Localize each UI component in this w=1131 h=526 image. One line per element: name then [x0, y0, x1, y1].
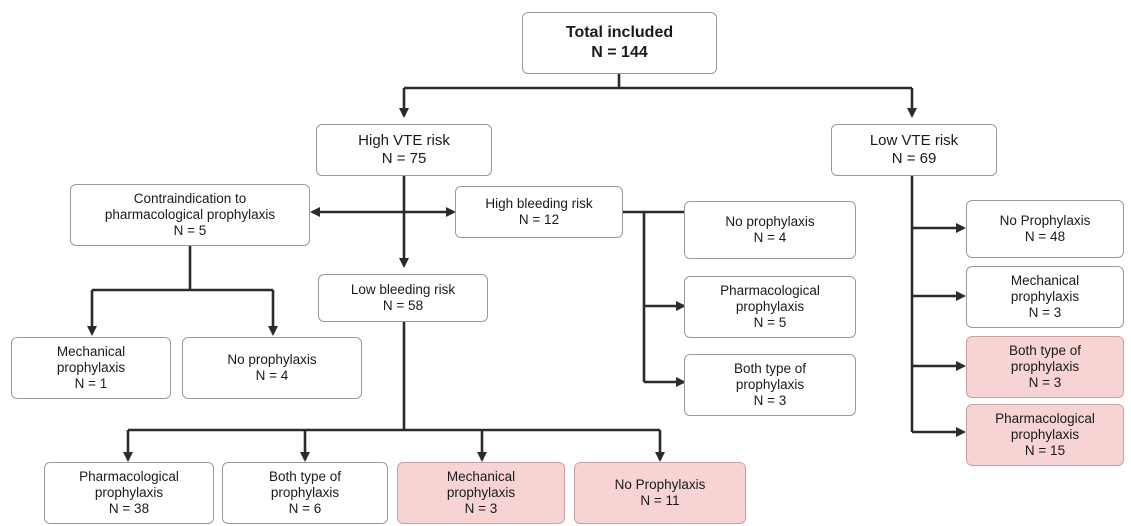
node-count: N = 12 — [518, 212, 560, 227]
node-label: Mechanical prophylaxis — [1010, 273, 1080, 304]
node-label: Mechanical prophylaxis — [56, 344, 126, 375]
node-hb-both-types: Both type of prophylaxis N = 3 — [684, 354, 856, 416]
node-lv-no-prophylaxis: No Prophylaxis N = 48 — [966, 200, 1124, 258]
node-low-vte-risk: Low VTE risk N = 69 — [831, 124, 997, 176]
node-label: Pharmacological prophylaxis — [995, 411, 1095, 442]
node-label: Both type of prophylaxis — [1008, 343, 1082, 374]
node-lb-pharmacological: Pharmacological prophylaxis N = 38 — [44, 462, 214, 524]
node-contraindication: Contraindication to pharmacological prop… — [70, 184, 310, 246]
node-high-vte-risk: High VTE risk N = 75 — [316, 124, 492, 176]
connector-lb-split — [128, 322, 660, 432]
node-hb-no-prophylaxis: No prophylaxis N = 4 — [684, 201, 856, 259]
node-lb-no-prophylaxis: No Prophylaxis N = 11 — [574, 462, 746, 524]
node-lb-both-types: Both type of prophylaxis N = 6 — [222, 462, 388, 524]
node-count: N = 4 — [753, 230, 787, 245]
node-label: Total included — [565, 24, 674, 41]
node-count: N = 3 — [1028, 305, 1062, 320]
node-label: Low VTE risk — [869, 132, 959, 149]
node-count: N = 58 — [382, 298, 424, 313]
node-contra-no-prophylaxis: No prophylaxis N = 4 — [182, 337, 362, 399]
node-label: No prophylaxis — [725, 214, 815, 229]
node-count: N = 3 — [753, 393, 787, 408]
node-count: N = 5 — [173, 223, 207, 238]
node-count: N = 69 — [891, 150, 937, 167]
node-label: Both type of prophylaxis — [733, 361, 807, 392]
node-count: N = 15 — [1024, 443, 1066, 458]
node-count: N = 1 — [74, 376, 108, 391]
node-count: N = 38 — [108, 501, 150, 516]
connector-total-split — [404, 74, 912, 90]
node-label: Both type of prophylaxis — [268, 469, 342, 500]
node-label: Low bleeding risk — [350, 282, 456, 297]
node-label: Contraindication to pharmacological prop… — [104, 191, 276, 222]
node-count: N = 3 — [1028, 375, 1062, 390]
node-lv-pharmacological: Pharmacological prophylaxis N = 15 — [966, 404, 1124, 466]
node-low-bleeding-risk: Low bleeding risk N = 58 — [318, 274, 488, 322]
node-label: High VTE risk — [358, 132, 450, 149]
node-total-included: Total included N = 144 — [522, 12, 717, 74]
node-lb-mechanical: Mechanical prophylaxis N = 3 — [397, 462, 565, 524]
node-label: No prophylaxis — [227, 352, 317, 367]
node-label: Pharmacological prophylaxis — [79, 469, 179, 500]
node-contra-mechanical: Mechanical prophylaxis N = 1 — [11, 337, 171, 399]
node-count: N = 75 — [381, 150, 427, 167]
node-count: N = 3 — [464, 501, 498, 516]
node-hb-pharmacological: Pharmacological prophylaxis N = 5 — [684, 276, 856, 338]
node-label: No Prophylaxis — [999, 213, 1091, 228]
node-label: No Prophylaxis — [614, 477, 706, 492]
node-count: N = 11 — [640, 493, 680, 508]
connector-hb-main — [622, 210, 684, 382]
node-count: N = 144 — [591, 44, 648, 61]
node-lv-mechanical: Mechanical prophylaxis N = 3 — [966, 266, 1124, 328]
node-count: N = 5 — [753, 315, 787, 330]
node-label: High bleeding risk — [485, 196, 593, 211]
node-high-bleeding-risk: High bleeding risk N = 12 — [455, 186, 623, 238]
node-count: N = 6 — [288, 501, 322, 516]
node-label: Mechanical prophylaxis — [446, 469, 516, 500]
connector-contra-split — [92, 246, 273, 292]
node-count: N = 48 — [1024, 229, 1066, 244]
node-count: N = 4 — [255, 368, 289, 383]
node-lv-both-types: Both type of prophylaxis N = 3 — [966, 336, 1124, 398]
node-label: Pharmacological prophylaxis — [720, 283, 820, 314]
